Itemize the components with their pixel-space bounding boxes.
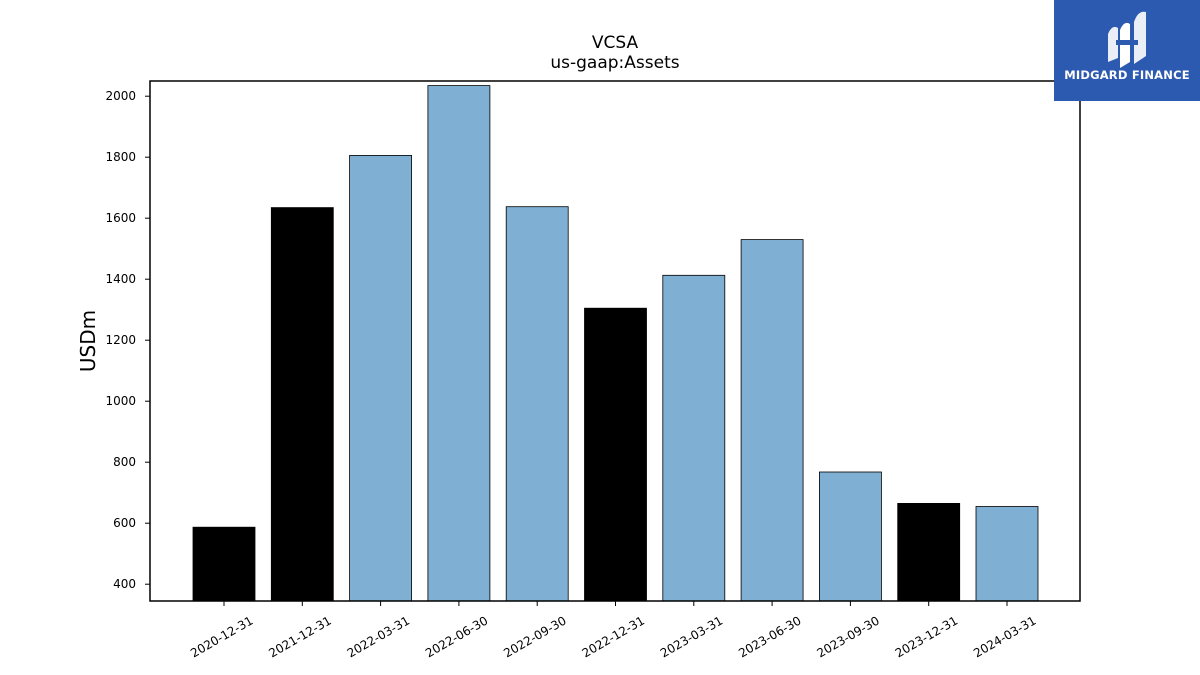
y-tick-label: 400 <box>113 577 136 591</box>
y-tick-label: 800 <box>113 455 136 469</box>
y-axis-label: USDm <box>76 310 100 372</box>
x-tick-label: 2023-06-30 <box>736 613 803 660</box>
bar-2020-12-31 <box>192 526 256 602</box>
brand-logo: MIDGARD FINANCE <box>1054 0 1200 101</box>
x-tick-label: 2023-09-30 <box>814 613 881 660</box>
chart-subtitle: us-gaap:Assets <box>550 53 679 73</box>
bar-2023-12-31 <box>897 502 961 602</box>
x-tick-label: 2023-03-31 <box>658 613 725 660</box>
chart-title: VCSA <box>592 33 639 53</box>
x-tick-label: 2023-12-31 <box>893 613 960 660</box>
x-tick-label: 2020-12-31 <box>188 613 255 660</box>
x-tick-label: 2021-12-31 <box>266 613 333 660</box>
bar-2023-06-30 <box>740 239 804 602</box>
bar-2021-12-31 <box>270 207 334 602</box>
y-axis-ticks: 400 600 800 1000 1200 1400 1600 1800 2000 <box>105 89 150 591</box>
x-tick-label: 2024-03-31 <box>971 613 1038 660</box>
x-tick-label: 2022-12-31 <box>580 613 647 660</box>
bar-2022-06-30 <box>427 85 491 602</box>
plot-frame <box>149 80 1081 602</box>
brand-name: MIDGARD FINANCE <box>1064 68 1190 82</box>
bar-2022-09-30 <box>505 206 569 602</box>
y-tick-label: 2000 <box>105 89 136 103</box>
y-tick-label: 1400 <box>105 272 136 286</box>
bars <box>192 85 1039 602</box>
bar-2023-03-31 <box>662 274 726 602</box>
y-tick-label: 1200 <box>105 333 136 347</box>
x-tick-label: 2022-03-31 <box>345 613 412 660</box>
bar-2023-09-30 <box>819 471 882 602</box>
bar-2022-12-31 <box>584 307 647 602</box>
y-tick-label: 1800 <box>105 150 136 164</box>
bar-2024-03-31 <box>975 506 1039 602</box>
x-tick-label: 2022-09-30 <box>501 613 568 660</box>
brand-mark-icon <box>1108 11 1146 68</box>
x-axis-ticks: 2020-12-31 2021-12-31 2022-03-31 2022-06-30… <box>188 601 1039 660</box>
y-tick-label: 1600 <box>105 211 136 225</box>
x-tick-label: 2022-06-30 <box>423 613 490 660</box>
y-tick-label: 1000 <box>105 394 136 408</box>
y-tick-label: 600 <box>113 516 136 530</box>
bar-2022-03-31 <box>349 154 413 602</box>
